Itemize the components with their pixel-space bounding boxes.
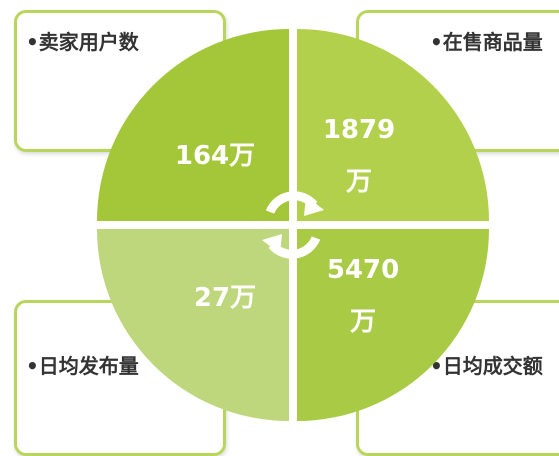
label: 卖家用户数 [26,22,156,62]
label: 日均成交额 [430,346,555,386]
arrow-head [304,196,324,216]
label: 在售商品量 [430,22,555,62]
quadrant [297,229,489,421]
value: 1879万 [322,115,396,197]
value: 5470万 [326,255,400,337]
value: 164万 [174,141,256,171]
arrow-head [262,234,282,254]
label: 日均发布量 [26,346,156,386]
cycle [97,29,489,421]
quadrant [97,29,289,221]
page: 卖家用户数 在售商品量 日均发布量 日均成交额 164万 1879万 27万 5… [0,0,559,437]
quadrant [97,229,289,421]
quadrant [297,29,489,221]
value: 27万 [193,283,257,313]
